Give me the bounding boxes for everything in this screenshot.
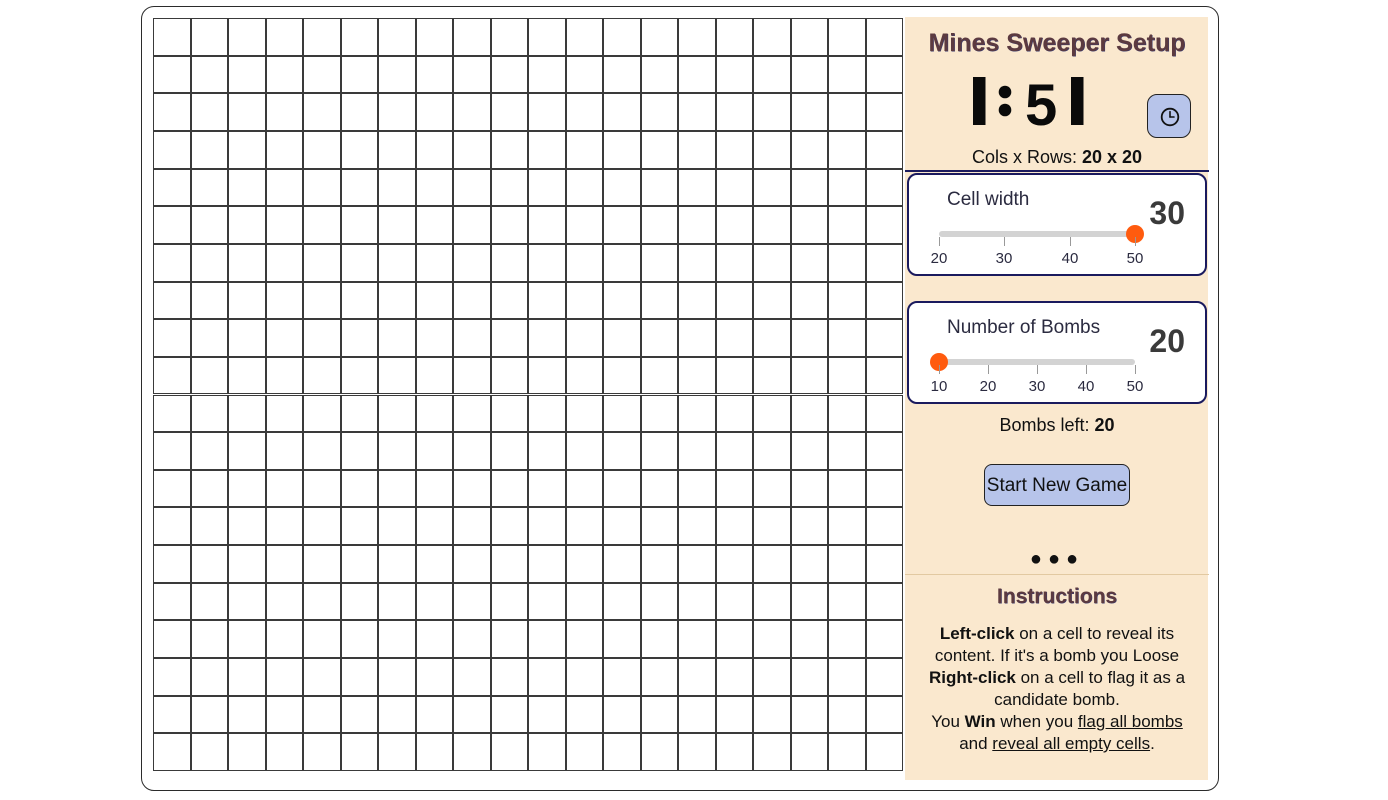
svg-text:5: 5 (1025, 77, 1057, 138)
